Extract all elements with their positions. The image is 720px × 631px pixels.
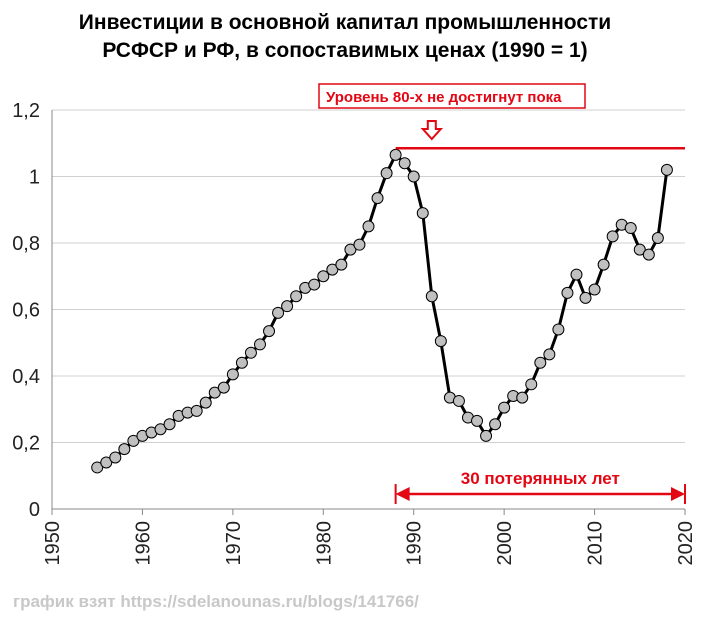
data-point	[190, 404, 203, 417]
data-point	[235, 356, 248, 369]
y-tick-label: 1	[29, 167, 40, 189]
y-tick-label: 0,6	[12, 300, 40, 322]
data-point	[290, 290, 303, 303]
data-point	[281, 300, 294, 313]
level-label: Уровень 80-х не достигнут пока	[326, 89, 562, 106]
data-point	[217, 381, 230, 394]
x-tick-label: 1990	[404, 521, 426, 566]
data-point	[516, 391, 529, 404]
data-point	[398, 157, 411, 170]
data-point	[100, 456, 113, 469]
data-point	[597, 258, 610, 271]
data-point	[272, 306, 285, 319]
data-point	[154, 423, 167, 436]
span-annotation: 30 потерянных лет	[394, 469, 686, 505]
data-point	[244, 346, 257, 359]
y-tick-label: 0,4	[12, 366, 40, 388]
grid-lines	[52, 109, 685, 443]
data-point	[633, 243, 646, 256]
y-tick-label: 0	[29, 499, 40, 521]
data-point	[362, 220, 375, 233]
data-point	[552, 323, 565, 336]
data-point	[371, 192, 384, 205]
x-tick-label: 2020	[675, 521, 697, 566]
data-point	[471, 414, 484, 427]
data-point	[226, 368, 239, 381]
data-point	[109, 451, 122, 464]
data-point	[570, 268, 583, 281]
data-point	[416, 207, 429, 220]
data-point	[651, 232, 664, 245]
data-point	[480, 429, 493, 442]
data-point	[660, 163, 673, 176]
x-tick-label: 2000	[494, 521, 516, 566]
data-point	[317, 270, 330, 283]
y-tick-labels: 0 0,2 0,4 0,6 0,8 1 1,2	[12, 100, 40, 521]
data-point	[489, 418, 502, 431]
data-point	[118, 443, 131, 456]
right-arrow-icon	[671, 487, 685, 502]
axes	[51, 110, 686, 515]
x-tick-labels: 1950 1960 1970 1980 1990 2000 2010 2020	[42, 521, 697, 566]
data-point	[579, 291, 592, 304]
x-tick-label: 1950	[42, 521, 64, 566]
data-points	[91, 148, 673, 474]
chart-title-line-2: РСФСР и РФ, в сопоставимых ценах (1990 =…	[102, 39, 587, 62]
data-point	[434, 335, 447, 348]
data-point	[253, 338, 266, 351]
source-footer: график взят https://sdelanounas.ru/blogs…	[13, 592, 419, 611]
level-annotation: Уровень 80-х не достигнут пока	[318, 83, 685, 150]
data-point	[389, 148, 402, 161]
data-point	[525, 378, 538, 391]
data-point	[425, 290, 438, 303]
chart-title-line-1: Инвестиции в основной капитал промышленн…	[79, 11, 611, 34]
x-tick-label: 1980	[313, 521, 335, 566]
data-point	[543, 348, 556, 361]
data-point	[163, 418, 176, 431]
data-point	[642, 248, 655, 261]
data-point	[199, 396, 212, 409]
x-tick-label: 1970	[223, 521, 245, 566]
data-point	[588, 283, 601, 296]
data-point	[452, 394, 465, 407]
data-point	[353, 238, 366, 251]
data-point	[606, 230, 619, 243]
level-label-box	[318, 83, 586, 109]
data-point	[91, 461, 104, 474]
data-point	[308, 278, 321, 291]
data-point	[624, 222, 637, 235]
data-point	[561, 286, 574, 299]
y-tick-label: 1,2	[12, 100, 40, 122]
data-point	[407, 170, 420, 183]
data-point	[344, 243, 357, 256]
span-label: 30 потерянных лет	[461, 469, 620, 488]
data-point	[534, 356, 547, 369]
x-tick-label: 1960	[132, 521, 154, 566]
y-tick-label: 0,2	[12, 433, 40, 455]
data-point	[208, 386, 221, 399]
y-tick-label: 0,8	[12, 233, 40, 255]
x-tick-label: 2010	[585, 521, 607, 566]
down-arrow-icon	[420, 120, 444, 141]
data-point	[127, 434, 140, 447]
data-point	[326, 263, 339, 276]
data-point	[498, 401, 511, 414]
data-point	[335, 258, 348, 271]
data-point	[380, 167, 393, 180]
left-arrow-icon	[395, 487, 410, 502]
data-point	[263, 325, 276, 338]
